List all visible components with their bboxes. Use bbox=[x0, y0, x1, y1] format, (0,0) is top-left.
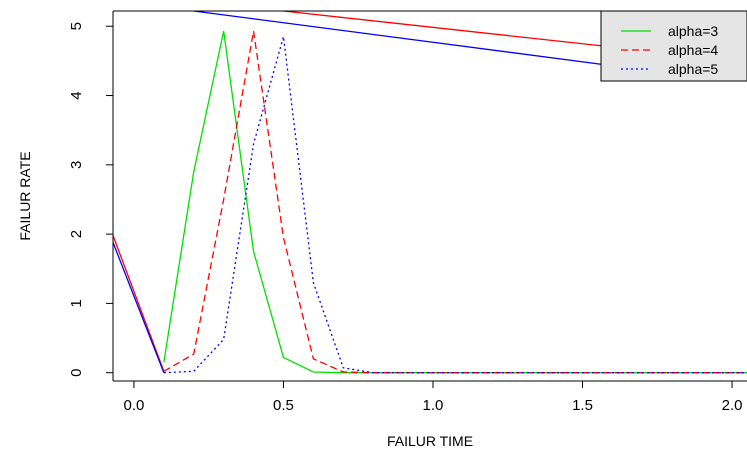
legend-label: alpha=5 bbox=[668, 61, 718, 77]
y-tick-label: 4 bbox=[68, 91, 85, 99]
reference-line-1 bbox=[113, 235, 165, 372]
y-axis-title: FAILUR RATE bbox=[17, 151, 33, 240]
reference-line-4 bbox=[193, 11, 613, 67]
axis-layer: 0.0 0.5 1.0 1.5 2.0 0 1 2 3 4 5 bbox=[68, 10, 747, 414]
y-tick-label: 3 bbox=[68, 161, 85, 169]
series-line-alpha-5 bbox=[163, 36, 747, 374]
legend-box bbox=[600, 10, 747, 82]
legend-label: alpha=4 bbox=[668, 42, 718, 58]
x-tick-label: 0.0 bbox=[124, 397, 145, 414]
x-tick-label: 0.5 bbox=[273, 397, 294, 414]
series-layer bbox=[113, 11, 747, 374]
reference-line-3 bbox=[283, 11, 613, 48]
x-tick-label: 1.5 bbox=[572, 397, 593, 414]
y-tick-label: 2 bbox=[68, 230, 85, 238]
y-tick-label: 1 bbox=[68, 299, 85, 307]
legend: alpha=3 alpha=4 alpha=5 bbox=[600, 10, 747, 82]
x-axis-title: FAILUR TIME bbox=[387, 433, 473, 449]
reference-line-2 bbox=[113, 242, 165, 373]
y-tick-label: 5 bbox=[68, 22, 85, 30]
x-tick-label: 1.0 bbox=[423, 397, 444, 414]
y-tick-label: 0 bbox=[68, 369, 85, 377]
legend-label: alpha=3 bbox=[668, 23, 718, 39]
x-tick-label: 2.0 bbox=[722, 397, 743, 414]
